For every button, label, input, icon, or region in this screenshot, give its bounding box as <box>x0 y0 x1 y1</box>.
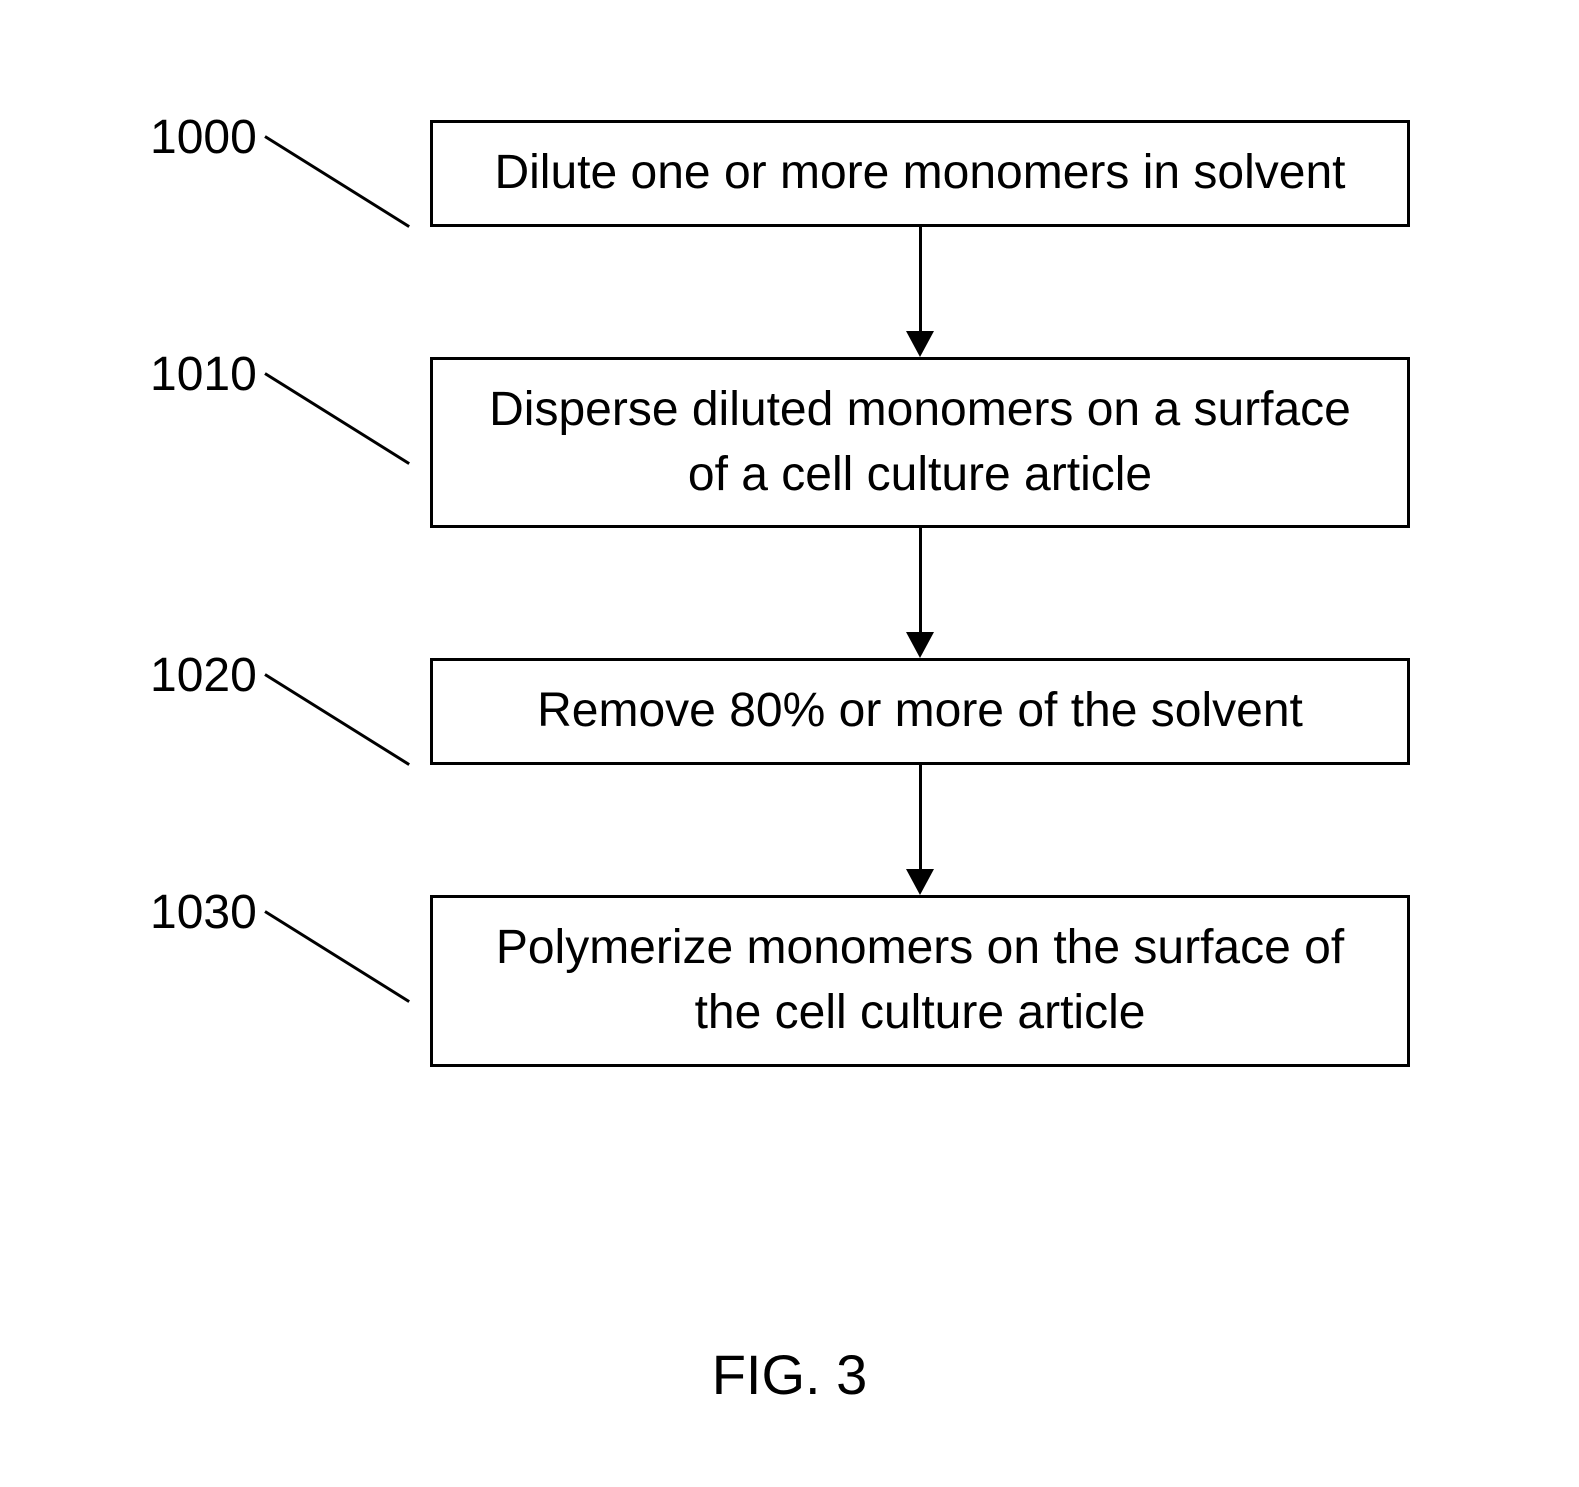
step-box: Remove 80% or more of the solvent <box>430 658 1410 765</box>
arrow-head-icon <box>906 632 934 658</box>
flowchart-step: 1030 Polymerize monomers on the surface … <box>150 895 1430 1067</box>
flowchart-step: 1010 Disperse diluted monomers on a surf… <box>150 357 1430 529</box>
step-label: 1000 <box>150 110 257 165</box>
step-box: Polymerize monomers on the surface of th… <box>430 895 1410 1067</box>
arrow-line <box>919 528 922 633</box>
step-text: Polymerize monomers on the surface of th… <box>496 921 1344 1039</box>
step-text: Remove 80% or more of the solvent <box>537 684 1303 737</box>
connector-line <box>264 135 410 228</box>
flowchart-arrow <box>430 528 1410 658</box>
connector-line <box>264 910 410 1003</box>
step-text: Disperse diluted monomers on a surface o… <box>489 383 1351 501</box>
flowchart-step: 1000 Dilute one or more monomers in solv… <box>150 120 1430 227</box>
connector-line <box>264 372 410 465</box>
step-box: Dilute one or more monomers in solvent <box>430 120 1410 227</box>
flowchart-arrow <box>430 227 1410 357</box>
step-label: 1030 <box>150 885 257 940</box>
connector-line <box>264 674 410 767</box>
arrow-line <box>919 227 922 332</box>
step-label: 1020 <box>150 648 257 703</box>
step-text: Dilute one or more monomers in solvent <box>494 146 1345 199</box>
arrow-line <box>919 765 922 870</box>
arrow-head-icon <box>906 331 934 357</box>
flowchart-step: 1020 Remove 80% or more of the solvent <box>150 658 1430 765</box>
step-label: 1010 <box>150 347 257 402</box>
arrow-head-icon <box>906 869 934 895</box>
flowchart-arrow <box>430 765 1410 895</box>
step-box: Disperse diluted monomers on a surface o… <box>430 357 1410 529</box>
flowchart-container: 1000 Dilute one or more monomers in solv… <box>150 120 1430 1067</box>
figure-caption: FIG. 3 <box>712 1342 868 1407</box>
